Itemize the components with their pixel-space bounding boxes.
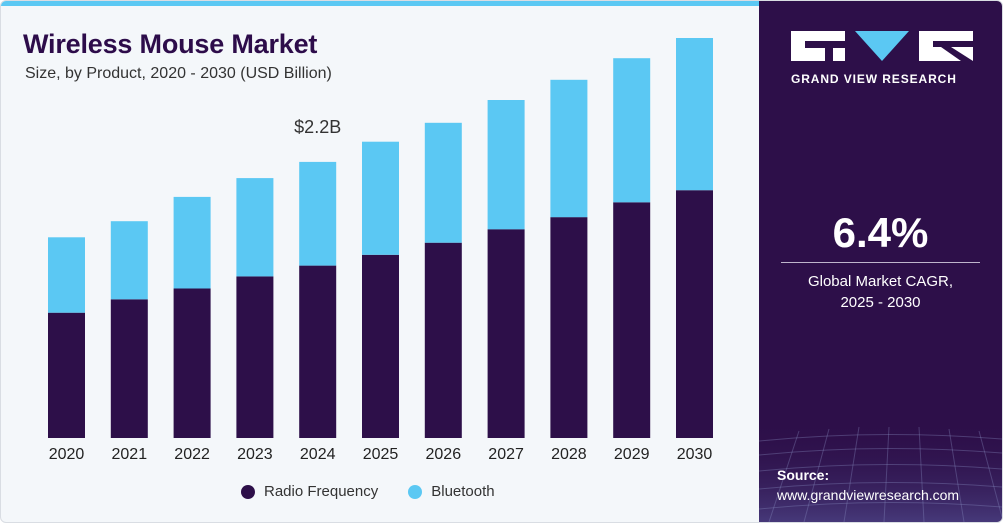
bar-radio-frequency-2027 [487,229,525,438]
cagr-divider [781,262,980,263]
bar-bluetooth-2023 [236,178,274,277]
gvr-logo-icon [791,31,973,61]
x-tick-label-2029: 2029 [614,446,650,463]
x-tick-label-2020: 2020 [49,446,85,463]
legend-label-bluetooth: Bluetooth [431,483,495,500]
bar-radio-frequency-2024 [299,265,337,438]
legend-item-radio-frequency: Radio Frequency [241,483,378,500]
source-label: Source: [777,467,830,483]
x-tick-label-2026: 2026 [426,446,462,463]
cagr-label-line2: 2025 - 2030 [840,294,921,311]
bar-bluetooth-2024 [299,161,337,266]
grand-view-research-logo: GRAND VIEW RESEARCH [791,31,975,86]
bar-radio-frequency-2020 [48,312,85,438]
x-tick-label-2024: 2024 [300,446,336,463]
cagr-label-line1: Global Market CAGR, [807,273,954,290]
bar-bluetooth-2020 [48,237,85,313]
bar-radio-frequency-2028 [550,217,588,438]
x-tick-label-2022: 2022 [174,446,210,463]
bar-bluetooth-2026 [424,122,462,243]
x-tick-label-2021: 2021 [112,446,148,463]
chart-legend: Radio Frequency Bluetooth [241,483,495,500]
bar-bluetooth-2030 [676,38,713,191]
legend-swatch-radio-frequency [241,484,255,499]
bar-bluetooth-2028 [550,79,588,218]
x-tick-label-2025: 2025 [363,446,399,463]
brand-name: GRAND VIEW RESEARCH [791,72,957,86]
legend-swatch-bluetooth [408,484,423,499]
data-label-2024: $2.2B [294,117,341,137]
x-tick-label-2027: 2027 [488,446,524,463]
bar-radio-frequency-2023 [236,276,274,438]
cagr-value: 6.4% [832,209,929,256]
chart-subtitle: Size, by Product, 2020 - 2030 (USD Billi… [25,65,332,82]
bar-radio-frequency-2022 [173,288,211,438]
legend-label-radio-frequency: Radio Frequency [264,483,379,500]
bar-bluetooth-2021 [110,221,148,300]
bar-radio-frequency-2026 [424,242,462,438]
bar-bluetooth-2027 [487,100,525,230]
bar-radio-frequency-2029 [613,202,651,438]
grid-decoration [759,421,1002,522]
sidebar-panel: GRAND VIEW RESEARCH 6.4% Global Market C… [759,1,1002,522]
bar-bluetooth-2022 [173,196,211,289]
bar-radio-frequency-2030 [676,190,713,438]
cagr-label: Global Market CAGR, 2025 - 2030 [759,271,1002,313]
stacked-bar-chart: 2020 2021 2022 2023 2024 2025 2026 2027 2028 2029… [48,38,713,463]
source-url: www.grandviewresearch.com [777,487,960,503]
chart-title: Wireless Mouse Market [23,29,318,59]
bar-radio-frequency-2025 [362,254,399,438]
x-tick-label-2023: 2023 [237,446,273,463]
bar-bluetooth-2029 [613,58,651,203]
bar-bluetooth-2025 [362,141,399,255]
x-tick-label-2030: 2030 [677,446,713,463]
bar-radio-frequency-2021 [110,299,148,438]
accent-line [1,1,759,6]
x-tick-label-2028: 2028 [551,446,587,463]
legend-item-bluetooth: Bluetooth [408,483,495,500]
